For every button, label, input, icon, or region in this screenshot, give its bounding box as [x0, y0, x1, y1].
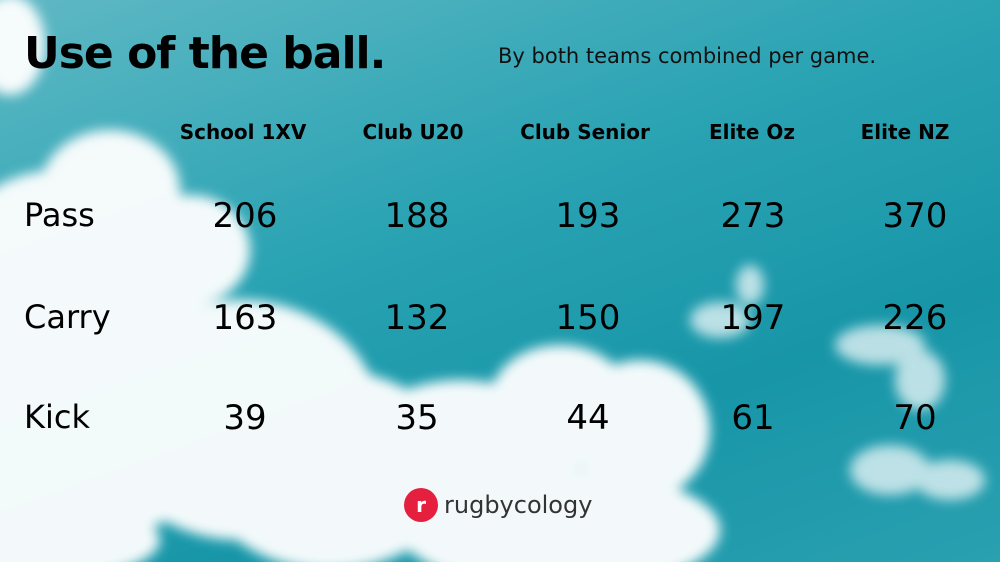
- cell-pass-elite-nz: 370: [882, 196, 948, 236]
- column-header-elite-nz: Elite NZ: [860, 120, 950, 144]
- cell-kick-club-senior: 44: [566, 398, 610, 438]
- brand-name: rugbycology: [444, 491, 593, 519]
- column-header-elite-oz: Elite Oz: [708, 120, 796, 144]
- cell-kick-school-1xv: 39: [223, 398, 267, 438]
- column-header-club-senior: Club Senior: [520, 120, 650, 144]
- cell-kick-elite-nz: 70: [893, 398, 937, 438]
- cell-carry-school-1xv: 163: [212, 298, 278, 338]
- column-header-school-1xv: School 1XV: [179, 120, 307, 144]
- page-title: Use of the ball.: [24, 28, 386, 79]
- cell-pass-school-1xv: 206: [212, 196, 278, 236]
- cell-pass-elite-oz: 273: [720, 196, 786, 236]
- cell-carry-club-senior: 150: [555, 298, 621, 338]
- cell-carry-club-u20: 132: [384, 298, 450, 338]
- row-label-carry: Carry: [24, 298, 111, 336]
- row-label-pass: Pass: [24, 196, 95, 234]
- column-header-club-u20: Club U20: [362, 120, 464, 144]
- cell-pass-club-u20: 188: [384, 196, 450, 236]
- brand-mark-icon: r: [404, 488, 438, 522]
- cell-carry-elite-oz: 197: [720, 298, 786, 338]
- cell-carry-elite-nz: 226: [882, 298, 948, 338]
- cell-pass-club-senior: 193: [555, 196, 621, 236]
- cell-kick-elite-oz: 61: [731, 398, 775, 438]
- row-label-kick: Kick: [24, 398, 90, 436]
- cell-kick-club-u20: 35: [395, 398, 439, 438]
- brand-logo: r rugbycology: [404, 488, 592, 522]
- subtitle: By both teams combined per game.: [498, 44, 877, 68]
